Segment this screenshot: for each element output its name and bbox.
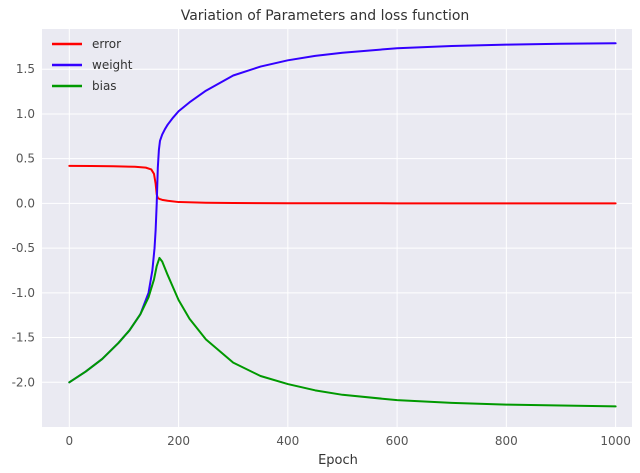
y-tick-label: 1.5 <box>16 62 35 76</box>
plot-background <box>42 29 632 427</box>
x-axis-label: Epoch <box>318 453 358 468</box>
x-tick-label: 0 <box>65 434 73 448</box>
legend-label-error: error <box>92 37 121 51</box>
y-tick-label: -2.0 <box>12 375 35 389</box>
series-line-error <box>68 164 617 205</box>
y-tick-label: 1.0 <box>16 107 35 121</box>
grid-layer <box>42 29 632 427</box>
series-line-bias <box>68 256 617 408</box>
x-tick-label: 800 <box>495 434 518 448</box>
x-tick-label: 200 <box>167 434 190 448</box>
x-tick-label: 600 <box>386 434 409 448</box>
y-tick-label: 0.0 <box>16 196 35 210</box>
y-tick-label: -0.5 <box>12 241 35 255</box>
ticks-layer: 0 200 400 600 800 1000 -2.0 -1.5 -1.0 -0.5 0.0 0.5 1… <box>12 62 631 448</box>
x-tick-label: 1000 <box>600 434 631 448</box>
legend-label-bias: bias <box>92 79 117 93</box>
legend: error weight bias <box>52 37 133 93</box>
y-tick-label: -1.0 <box>12 286 35 300</box>
series-layer <box>68 42 617 408</box>
x-tick-label: 400 <box>276 434 299 448</box>
chart-title: Variation of Parameters and loss functio… <box>181 8 470 24</box>
legend-label-weight: weight <box>92 58 133 72</box>
y-tick-label: -1.5 <box>12 331 35 345</box>
y-tick-label: 0.5 <box>16 152 35 166</box>
